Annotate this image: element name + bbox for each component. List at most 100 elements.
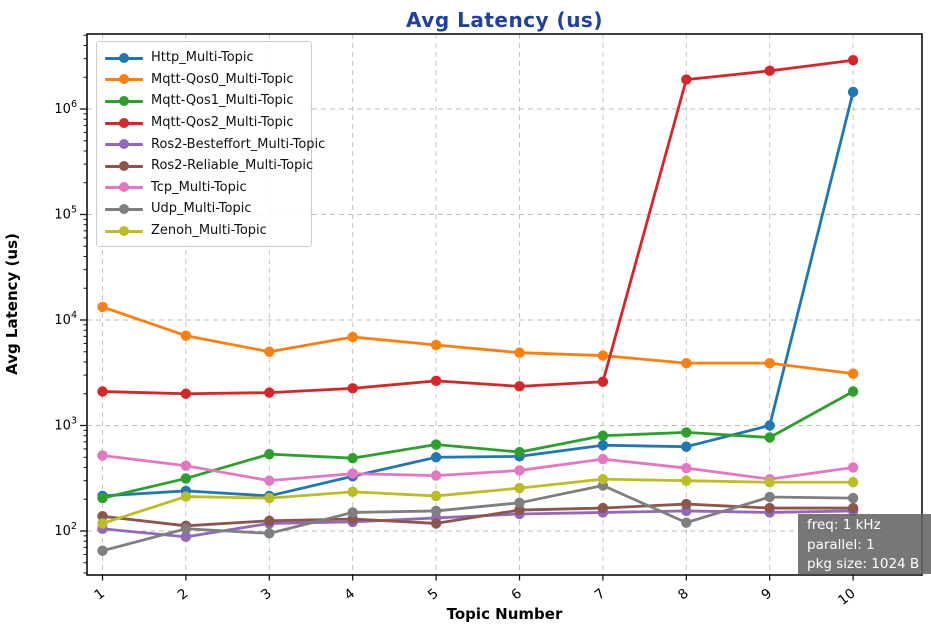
series-marker-Mqtt-Qos0_Multi-Topic — [514, 347, 525, 358]
series-marker-Tcp_Multi-Topic — [97, 450, 108, 461]
series-marker-Ros2-Reliable_Multi-Topic — [847, 502, 859, 514]
series-marker-Tcp_Multi-Topic — [681, 462, 692, 474]
series-marker-Tcp_Multi-Topic — [597, 453, 609, 465]
series-marker-Mqtt-Qos0_Multi-Topic — [681, 357, 692, 369]
series-marker-Zenoh_Multi-Topic — [430, 490, 442, 502]
x-tick-label: 4 — [342, 586, 359, 604]
series-marker-Tcp_Multi-Topic — [347, 468, 358, 479]
legend-label: Ros2-Besteffort_Multi-Topic — [151, 136, 326, 152]
legend-label: Mqtt-Qos0_Multi-Topic — [151, 71, 294, 87]
y-tick-label: 104 — [54, 310, 77, 328]
legend-marker-icon — [105, 181, 143, 193]
series-marker-Mqtt-Qos2_Multi-Topic — [597, 376, 609, 387]
series-marker-Zenoh_Multi-Topic — [97, 518, 108, 529]
annotation-line-freq: freq: 1 kHz — [807, 517, 881, 533]
series-marker-Mqtt-Qos2_Multi-Topic — [180, 388, 192, 399]
series-marker-Tcp_Multi-Topic — [514, 465, 525, 476]
series-marker-Mqtt-Qos2_Multi-Topic — [681, 74, 692, 85]
series-marker-Ros2-Reliable_Multi-Topic — [264, 515, 275, 526]
series-marker-Ros2-Besteffort_Multi-Topic — [180, 531, 192, 543]
series-marker-Ros2-Reliable_Multi-Topic — [764, 502, 775, 514]
y-tick-label: 106 — [54, 99, 77, 117]
legend-label: Ros2-Reliable_Multi-Topic — [151, 158, 314, 174]
series-marker-Mqtt-Qos2_Multi-Topic — [764, 65, 775, 77]
series-marker-Tcp_Multi-Topic — [180, 460, 192, 471]
series-marker-Mqtt-Qos0_Multi-Topic — [180, 330, 192, 341]
legend-label: Tcp_Multi-Topic — [151, 179, 247, 195]
series-marker-Mqtt-Qos0_Multi-Topic — [597, 350, 609, 361]
series-marker-Mqtt-Qos1_Multi-Topic — [264, 448, 275, 460]
series-marker-Udp_Multi-Topic — [430, 505, 442, 517]
legend-item: Zenoh_Multi-Topic — [105, 220, 303, 242]
series-marker-Zenoh_Multi-Topic — [264, 492, 275, 504]
series-marker-Mqtt-Qos1_Multi-Topic — [847, 386, 859, 397]
series-marker-Mqtt-Qos1_Multi-Topic — [764, 432, 775, 443]
series-marker-Http_Multi-Topic — [597, 440, 609, 451]
series-marker-Mqtt-Qos1_Multi-Topic — [514, 446, 525, 458]
series-marker-Mqtt-Qos2_Multi-Topic — [847, 55, 859, 66]
series-marker-Http_Multi-Topic — [681, 441, 692, 452]
axes-spines — [86, 33, 923, 576]
legend-label: Mqtt-Qos2_Multi-Topic — [151, 115, 294, 131]
annotation-line-parallel: parallel: 1 — [807, 536, 875, 553]
series-marker-Udp_Multi-Topic — [681, 517, 692, 528]
series-line-Zenoh_Multi-Topic — [102, 477, 854, 525]
legend-item: Mqtt-Qos2_Multi-Topic — [105, 112, 303, 134]
series-marker-Mqtt-Qos2_Multi-Topic — [97, 386, 108, 397]
annotation-line-pkgsize: pkg size: 1024 B — [807, 556, 920, 572]
series-marker-Mqtt-Qos1_Multi-Topic — [97, 492, 108, 504]
x-tick-label: 3 — [258, 586, 275, 604]
series-marker-Mqtt-Qos1_Multi-Topic — [597, 430, 609, 441]
series-marker-Zenoh_Multi-Topic — [180, 491, 192, 502]
series-marker-Mqtt-Qos0_Multi-Topic — [347, 331, 358, 343]
x-tick-label: 10 — [835, 586, 858, 609]
series-line-Ros2-Reliable_Multi-Topic — [102, 502, 854, 528]
series-marker-Http_Multi-Topic — [430, 452, 442, 463]
series-marker-Udp_Multi-Topic — [347, 507, 358, 518]
series-marker-Mqtt-Qos1_Multi-Topic — [430, 439, 442, 450]
legend-item: Mqtt-Qos0_Multi-Topic — [105, 69, 303, 91]
legend-marker-icon — [105, 138, 143, 150]
legend-label: Zenoh_Multi-Topic — [151, 223, 267, 239]
y-tick-label: 105 — [54, 205, 77, 223]
series-line-Udp_Multi-Topic — [102, 484, 854, 553]
series-marker-Udp_Multi-Topic — [764, 491, 775, 503]
legend-label: Http_Multi-Topic — [151, 50, 254, 66]
x-axis-label: Topic Number — [446, 605, 563, 623]
series-marker-Ros2-Reliable_Multi-Topic — [97, 511, 108, 522]
series-marker-Zenoh_Multi-Topic — [681, 475, 692, 486]
series-marker-Zenoh_Multi-Topic — [514, 482, 525, 494]
series-marker-Zenoh_Multi-Topic — [347, 486, 358, 498]
legend-label: Mqtt-Qos1_Multi-Topic — [151, 93, 294, 109]
legend-item: Udp_Multi-Topic — [105, 198, 303, 220]
series-marker-Http_Multi-Topic — [764, 420, 775, 431]
x-tick-label: 7 — [592, 586, 609, 604]
series-line-Tcp_Multi-Topic — [102, 454, 854, 483]
legend-marker-icon — [105, 73, 143, 85]
series-marker-Udp_Multi-Topic — [180, 523, 192, 534]
series-marker-Ros2-Reliable_Multi-Topic — [514, 504, 525, 516]
x-tick-label: 5 — [425, 586, 442, 604]
series-marker-Zenoh_Multi-Topic — [597, 473, 609, 485]
series-marker-Mqtt-Qos0_Multi-Topic — [97, 301, 108, 313]
series-marker-Mqtt-Qos1_Multi-Topic — [180, 473, 192, 484]
legend-item: Mqtt-Qos1_Multi-Topic — [105, 90, 303, 112]
x-tick-label: 6 — [508, 586, 525, 604]
legend-marker-icon — [105, 225, 143, 237]
x-tick-label: 1 — [91, 586, 108, 604]
legend-item: Http_Multi-Topic — [105, 47, 303, 69]
legend-marker-icon — [105, 203, 143, 215]
annotation-box: freq: 1 kHz parallel: 1 pkg size: 1024 B — [798, 514, 931, 574]
series-marker-Zenoh_Multi-Topic — [764, 477, 775, 488]
series-marker-Mqtt-Qos2_Multi-Topic — [264, 387, 275, 398]
chart-title: Avg Latency (us) — [406, 8, 603, 32]
series-marker-Mqtt-Qos0_Multi-Topic — [764, 357, 775, 369]
legend-marker-icon — [105, 95, 143, 107]
series-marker-Ros2-Reliable_Multi-Topic — [430, 518, 442, 529]
series-marker-Mqtt-Qos1_Multi-Topic — [681, 427, 692, 438]
series-marker-Udp_Multi-Topic — [847, 492, 859, 504]
series-marker-Mqtt-Qos2_Multi-Topic — [347, 383, 358, 394]
series-marker-Mqtt-Qos2_Multi-Topic — [430, 375, 442, 387]
legend-item: Tcp_Multi-Topic — [105, 177, 303, 199]
